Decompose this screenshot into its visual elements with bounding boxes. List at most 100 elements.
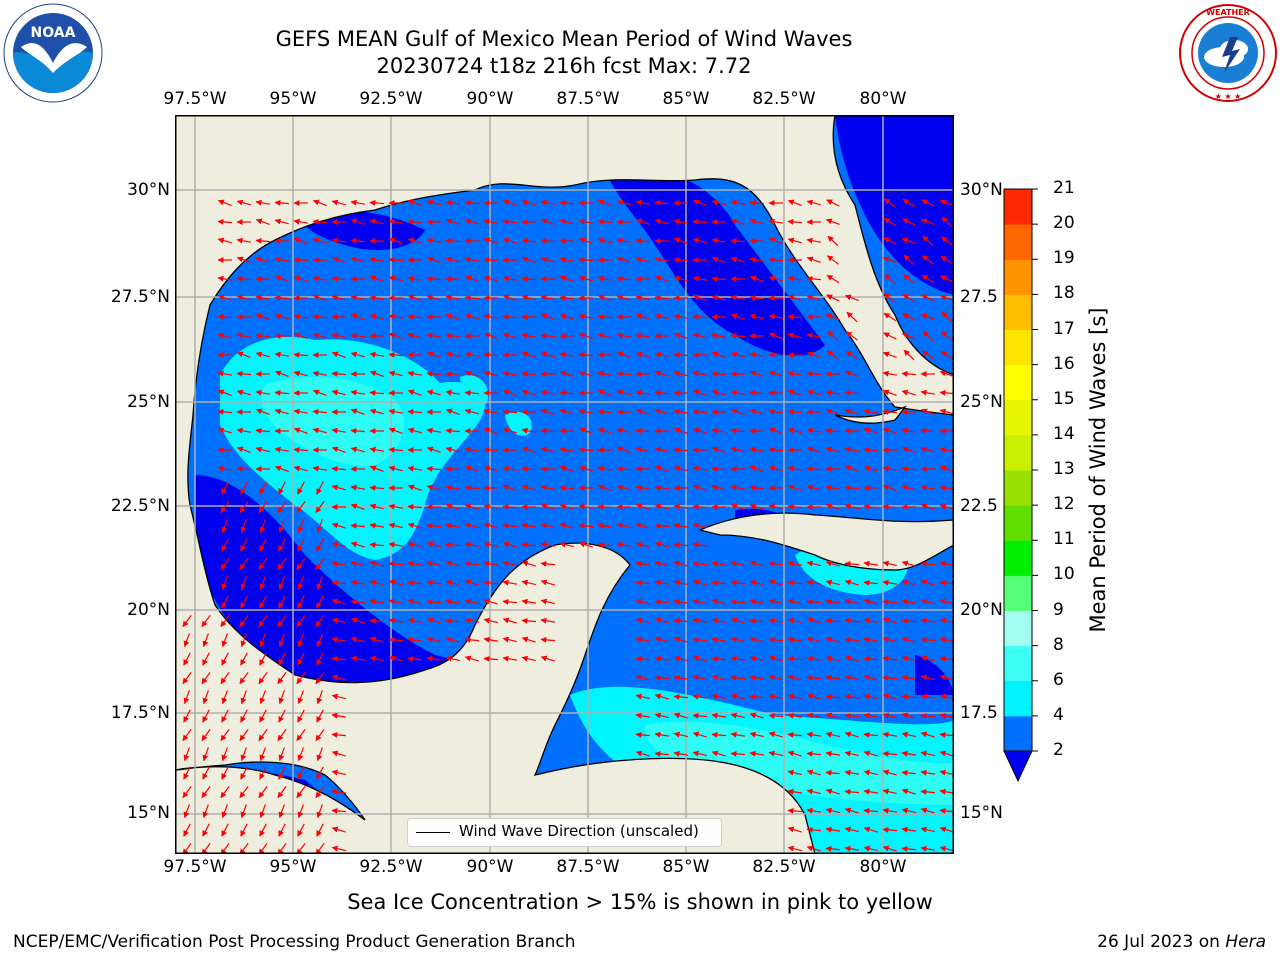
wave-direction-arrow (445, 655, 460, 662)
wave-direction-arrow (540, 427, 556, 434)
wave-direction-arrow (846, 331, 858, 341)
wave-direction-arrow (730, 750, 746, 757)
wave-direction-arrow (635, 617, 650, 624)
wave-direction-arrow (940, 255, 954, 265)
wave-direction-arrow (407, 503, 423, 510)
wave-direction-arrow (278, 709, 286, 723)
wave-direction-arrow (278, 576, 285, 591)
wave-direction-arrow (863, 636, 879, 643)
wave-direction-arrow (939, 503, 954, 510)
wave-direction-arrow (202, 709, 210, 723)
wave-direction-arrow (806, 446, 821, 453)
wave-direction-arrow (559, 465, 574, 472)
wave-direction-arrow (635, 541, 650, 548)
wave-direction-arrow (711, 351, 726, 358)
wave-direction-arrow (882, 579, 898, 586)
wave-direction-arrow (920, 408, 935, 415)
wave-direction-arrow (863, 712, 879, 719)
wave-direction-arrow (331, 731, 347, 738)
lat-label-left: 25°N (127, 392, 170, 412)
wave-direction-arrow (540, 598, 555, 605)
wave-direction-arrow (464, 560, 480, 567)
wave-direction-arrow (597, 503, 613, 510)
wave-direction-arrow (902, 293, 916, 303)
wave-direction-arrow (844, 370, 859, 377)
wave-direction-arrow (350, 598, 366, 605)
wave-direction-arrow (882, 465, 897, 472)
wave-direction-arrow (920, 655, 935, 662)
wave-direction-arrow (692, 579, 707, 586)
wave-direction-arrow (259, 652, 267, 666)
wave-direction-arrow (350, 237, 366, 244)
wave-direction-arrow (787, 655, 803, 662)
wave-direction-arrow (464, 256, 479, 263)
wave-direction-arrow (922, 235, 934, 247)
wave-direction-arrow (521, 256, 536, 263)
wave-direction-arrow (711, 465, 727, 472)
wave-direction-arrow (296, 671, 306, 685)
wave-direction-arrow (274, 256, 289, 263)
wave-direction-arrow (921, 274, 935, 284)
wave-direction-arrow (483, 408, 498, 415)
wave-direction-arrow (825, 693, 841, 700)
wave-direction-arrow (806, 788, 821, 795)
wave-direction-arrow (331, 522, 346, 529)
lon-label-top: 95°W (269, 89, 317, 109)
wave-direction-arrow (654, 503, 669, 510)
wave-direction-arrow (806, 389, 821, 396)
wave-direction-arrow (201, 614, 211, 628)
wave-direction-arrow (331, 674, 346, 681)
wave-direction-arrow (483, 256, 499, 263)
wave-direction-arrow (863, 427, 878, 434)
wave-direction-arrow (597, 427, 612, 434)
wave-direction-arrow (882, 503, 898, 510)
wave-direction-arrow (654, 446, 669, 453)
wave-direction-arrow (749, 750, 765, 757)
wave-direction-arrow (240, 519, 247, 534)
wave-direction-arrow (220, 614, 230, 628)
wave-direction-arrow (201, 785, 211, 799)
wave-direction-arrow (768, 560, 784, 567)
lat-label-left: 22.5°N (110, 496, 170, 516)
wave-direction-arrow (464, 351, 479, 358)
wave-direction-arrow (654, 465, 669, 472)
legend: Wind Wave Direction (unscaled) (407, 818, 722, 847)
wave-direction-arrow (239, 500, 249, 514)
wave-direction-arrow (768, 446, 784, 453)
wave-direction-arrow (388, 408, 403, 415)
wave-direction-arrow (692, 503, 708, 510)
wave-direction-arrow (768, 598, 783, 605)
colorbar-segment (1004, 505, 1032, 541)
wave-direction-arrow (274, 313, 289, 320)
wave-direction-arrow (540, 503, 555, 510)
wave-direction-arrow (635, 712, 651, 719)
wave-direction-arrow (844, 579, 859, 586)
wave-direction-arrow (711, 275, 727, 282)
wave-direction-arrow (221, 804, 228, 819)
wave-direction-arrow (388, 256, 404, 263)
wave-direction-arrow (277, 557, 287, 571)
wave-direction-arrow (445, 560, 460, 567)
wave-direction-arrow (259, 481, 267, 495)
wave-direction-arrow (787, 503, 803, 510)
wave-direction-arrow (274, 465, 289, 472)
wave-direction-arrow (901, 655, 916, 662)
wave-direction-arrow (920, 313, 935, 320)
wave-direction-arrow (521, 579, 536, 586)
wave-direction-arrow (827, 235, 839, 247)
wave-direction-arrow (787, 674, 802, 681)
wave-direction-arrow (540, 332, 556, 339)
wave-direction-arrow (749, 655, 764, 662)
wave-direction-arrow (258, 728, 268, 742)
wave-direction-arrow (426, 598, 442, 605)
wave-direction-arrow (217, 218, 233, 225)
wave-direction-arrow (277, 671, 287, 685)
wave-direction-arrow (901, 617, 917, 624)
wave-direction-arrow (787, 731, 803, 738)
wave-direction-arrow (293, 370, 308, 377)
wave-direction-arrow (255, 199, 270, 206)
wave-direction-arrow (502, 655, 518, 662)
wave-direction-arrow (692, 731, 707, 738)
wave-direction-arrow (711, 484, 726, 491)
wave-direction-arrow (278, 633, 285, 648)
